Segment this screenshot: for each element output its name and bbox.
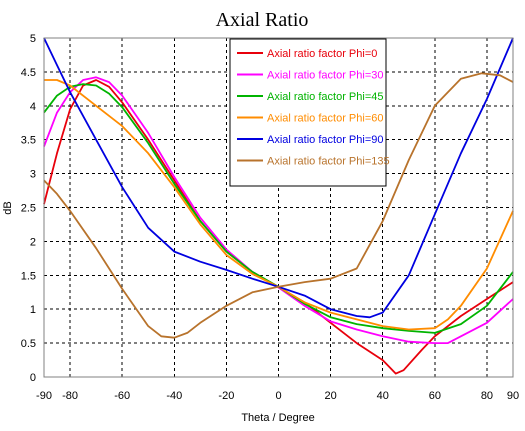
y-tick-label: 3.5 (21, 135, 36, 147)
x-tick-label: 80 (481, 390, 493, 402)
x-tick-label: 90 (507, 390, 519, 402)
legend-label-4: Axial ratio factor Phi=90 (267, 134, 383, 146)
x-tick-label: -40 (166, 390, 182, 402)
x-axis-ticks: -90 -80 -60 -40 -20 0 20 40 60 80 90 (36, 390, 519, 402)
x-tick-label: -20 (218, 390, 234, 402)
chart-title: Axial Ratio (216, 9, 309, 31)
y-tick-label: 2 (30, 236, 36, 248)
x-axis-label: Theta / Degree (241, 412, 314, 424)
y-tick-label: 1.5 (21, 270, 36, 282)
y-tick-label: 3 (30, 169, 36, 181)
x-tick-label: 60 (429, 390, 441, 402)
y-tick-label: 0.5 (21, 338, 36, 350)
legend-label-5: Axial ratio factor Phi=135 (267, 156, 390, 168)
series-line-2 (43, 83, 514, 334)
y-tick-label: 4 (30, 101, 36, 113)
x-tick-label: -60 (114, 390, 130, 402)
x-tick-label: -90 (36, 390, 52, 402)
y-tick-label: 0 (30, 372, 36, 384)
y-tick-label: 1 (30, 304, 36, 316)
y-tick-label: 5 (30, 33, 36, 45)
legend-label-0: Axial ratio factor Phi=0 (267, 48, 377, 60)
y-tick-label: 4.5 (21, 67, 36, 79)
legend-label-1: Axial ratio factor Phi=30 (267, 70, 383, 82)
legend-label-2: Axial ratio factor Phi=45 (267, 91, 383, 103)
legend-label-3: Axial ratio factor Phi=60 (267, 113, 383, 125)
series-lines (43, 37, 514, 375)
series-line-5 (43, 72, 514, 339)
plot-area-border (43, 37, 514, 378)
y-axis-ticks: 0 0.5 1 1.5 2 2.5 3 3.5 4 4.5 5 (21, 33, 36, 384)
y-axis-label: dB (2, 201, 14, 214)
x-tick-label: -80 (62, 390, 78, 402)
y-tick-label: 2.5 (21, 203, 36, 215)
x-tick-label: 20 (324, 390, 336, 402)
x-tick-label: 0 (275, 390, 281, 402)
x-tick-label: 40 (377, 390, 389, 402)
legend: Axial ratio factor Phi=0 Axial ratio fact… (229, 38, 390, 187)
